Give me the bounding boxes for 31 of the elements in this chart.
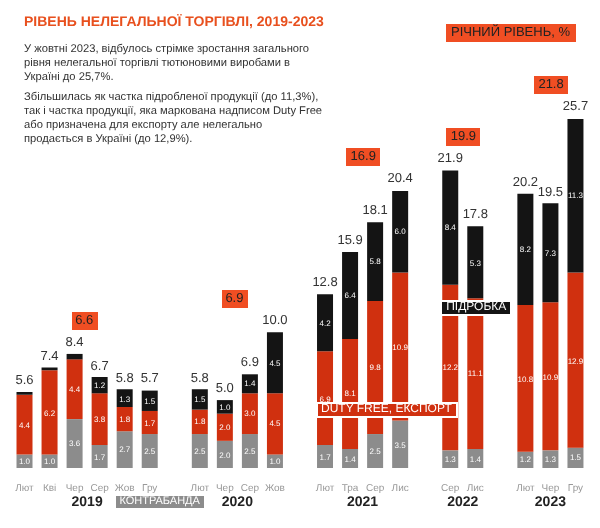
bar <box>241 393 258 435</box>
bar <box>567 118 584 273</box>
bar <box>367 222 384 301</box>
bar <box>342 252 359 339</box>
bar <box>66 359 83 420</box>
bar <box>191 389 208 410</box>
bar <box>91 444 108 468</box>
bar <box>241 434 258 468</box>
bar <box>91 393 108 445</box>
bar <box>542 203 559 303</box>
bar <box>41 370 58 455</box>
bar <box>517 305 534 452</box>
bar <box>367 434 384 468</box>
bar <box>191 434 208 468</box>
bar <box>16 394 33 455</box>
bar <box>266 332 283 394</box>
bar <box>442 170 459 285</box>
bar <box>141 410 158 435</box>
bar <box>542 302 559 451</box>
bar <box>317 294 334 352</box>
bar <box>116 431 133 468</box>
bar <box>567 272 584 448</box>
bar <box>392 190 409 273</box>
bar <box>66 353 83 360</box>
bar <box>392 420 409 468</box>
bar <box>141 434 158 468</box>
bar <box>317 444 334 468</box>
bar <box>517 193 534 306</box>
bar <box>66 419 83 468</box>
bar <box>266 393 283 455</box>
bar <box>116 389 133 407</box>
